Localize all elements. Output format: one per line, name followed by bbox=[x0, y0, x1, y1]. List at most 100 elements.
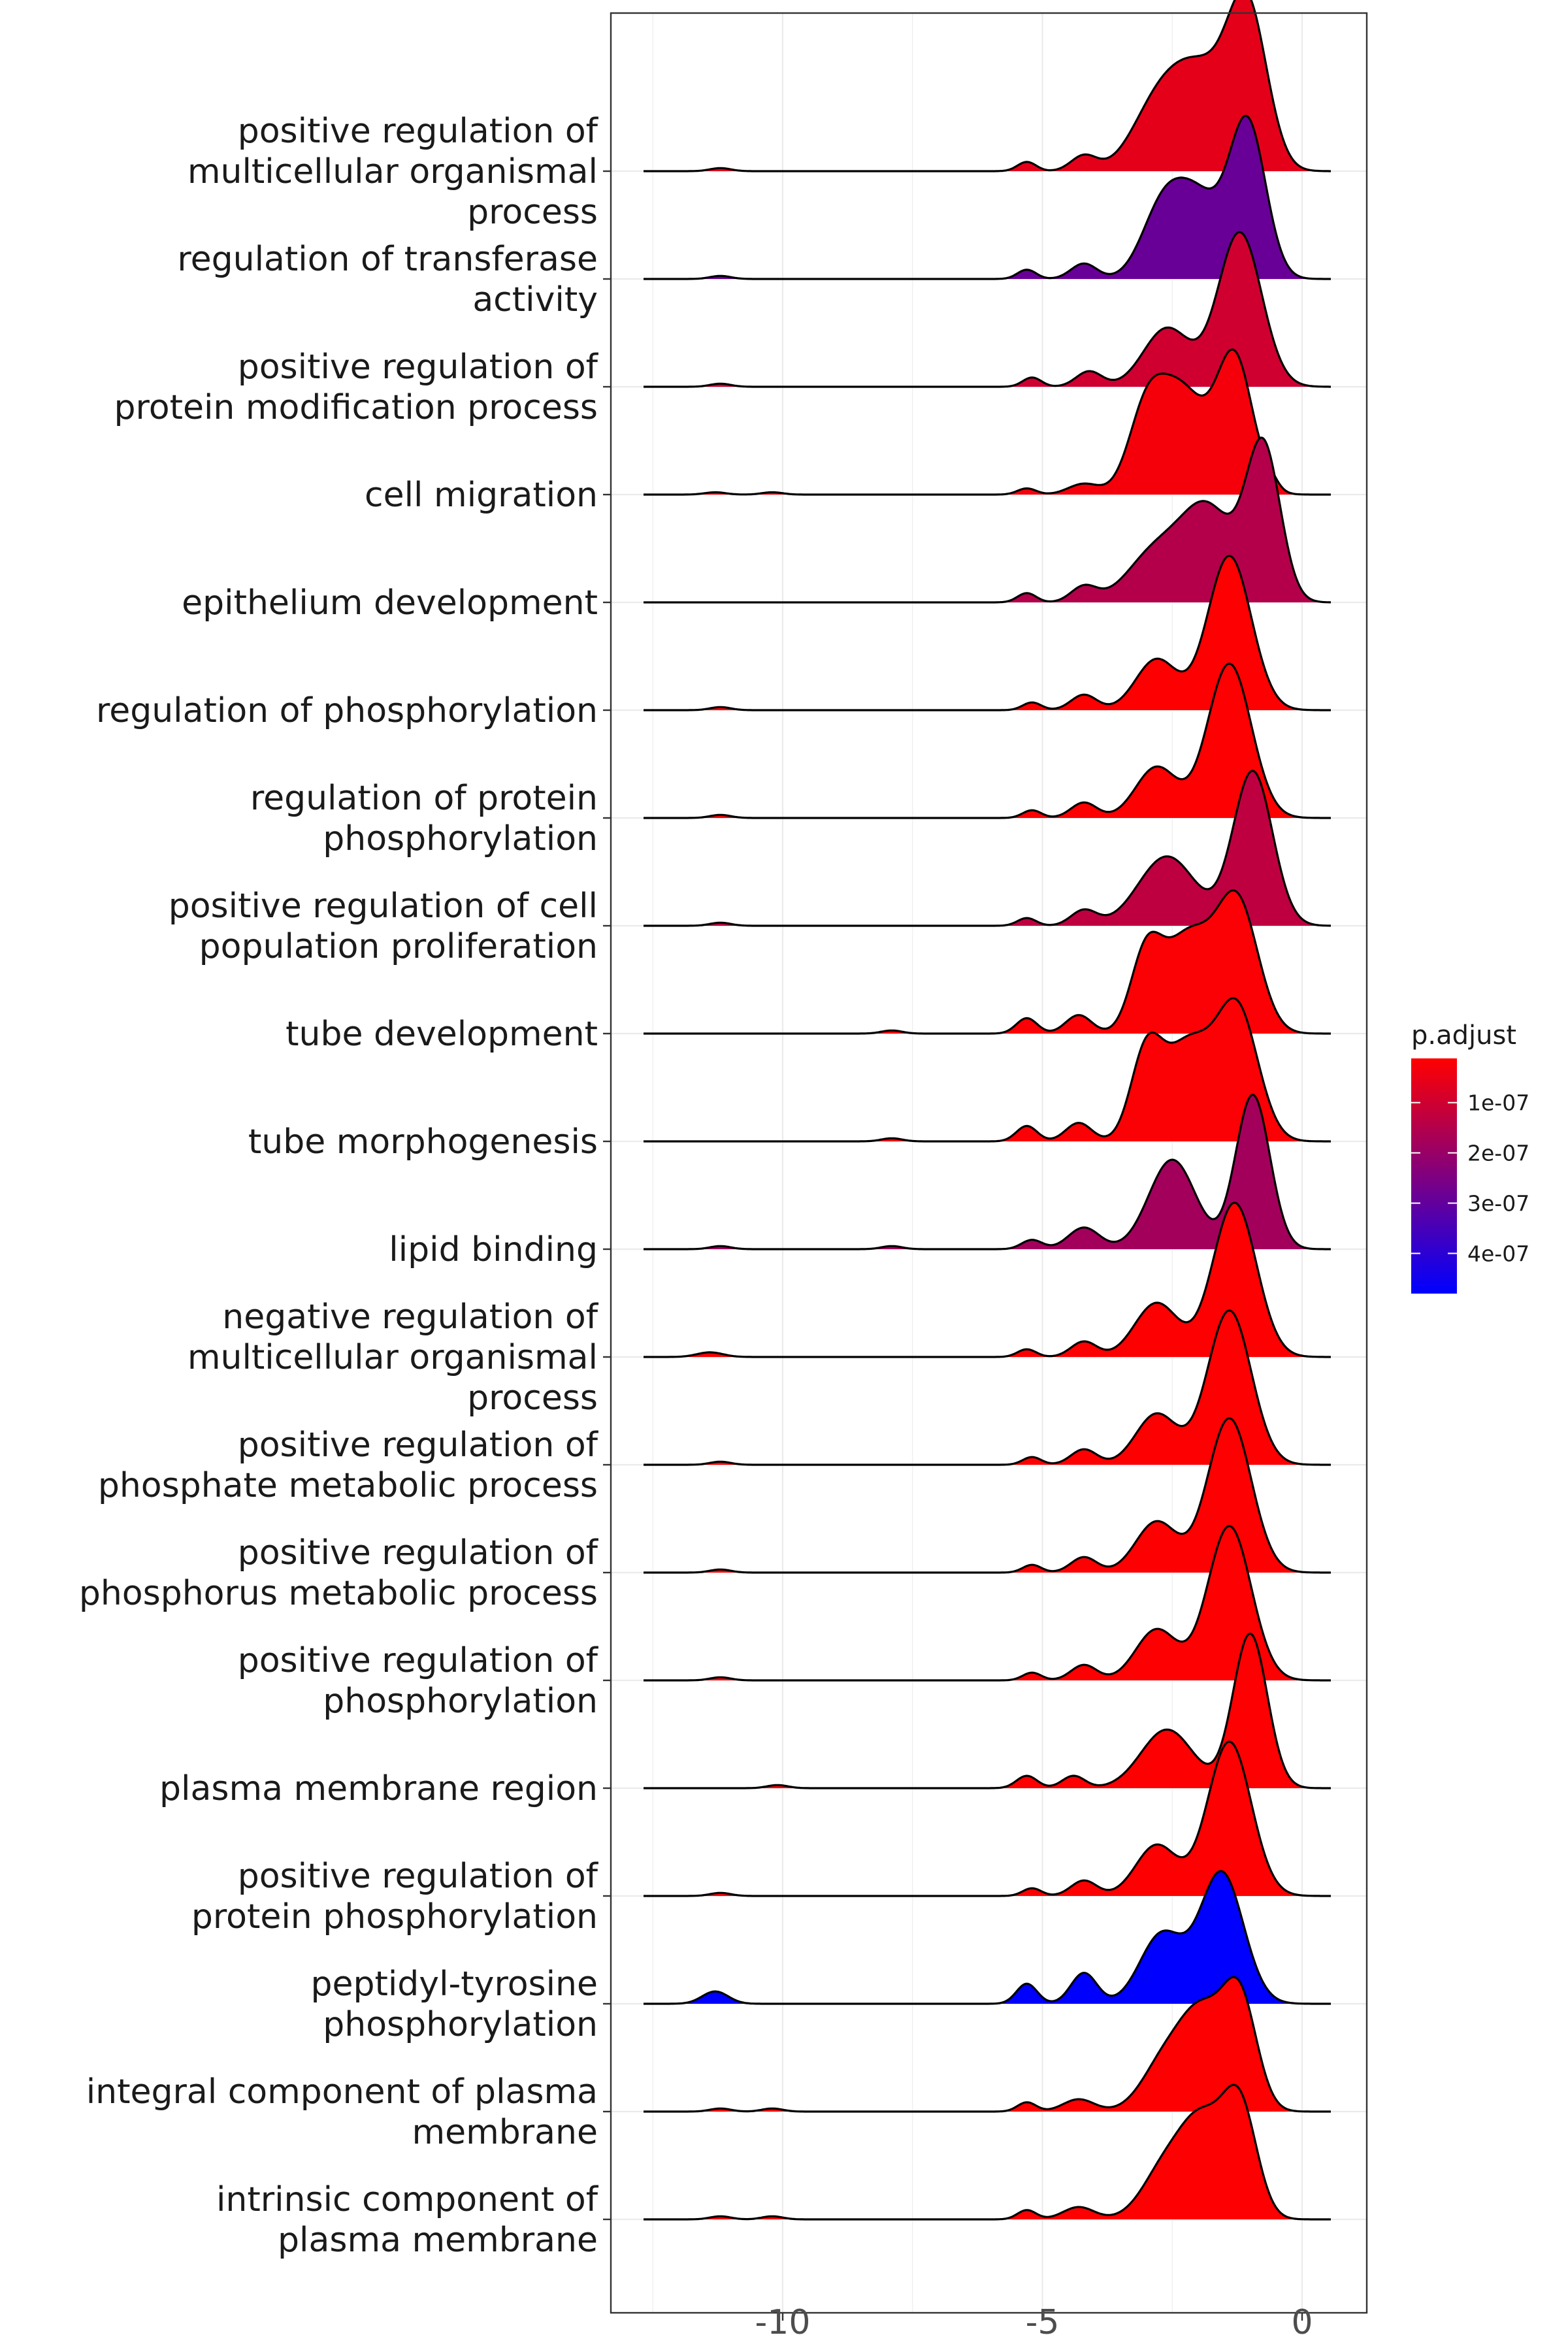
ridge-line bbox=[644, 1201, 1331, 1358]
ridge-line bbox=[644, 1870, 1331, 2005]
y-tick-label: epithelium development bbox=[182, 583, 598, 623]
ridge-fill bbox=[644, 890, 1331, 1034]
y-tick-label-line: multicellular organismal bbox=[188, 1338, 598, 1377]
y-tick-label: tube morphogenesis bbox=[248, 1122, 598, 1162]
y-tick-label: positive regulation of protein phosphoryl… bbox=[191, 1857, 599, 1936]
y-tick-label-line: positive regulation of bbox=[238, 1426, 599, 1465]
legend-tick-label: 3e-07 bbox=[1467, 1191, 1529, 1217]
legend-tick-label: 1e-07 bbox=[1467, 1090, 1529, 1116]
ridge-line bbox=[644, 1417, 1331, 1574]
ridge-line bbox=[644, 436, 1331, 604]
ridge-series bbox=[644, 0, 1331, 172]
y-tick-label: plasma membrane region bbox=[159, 1769, 598, 1808]
ridge-series bbox=[644, 1740, 1331, 1897]
x-tick-label: 0 bbox=[1291, 2303, 1313, 2342]
ridge-line bbox=[644, 1632, 1331, 1789]
ridge-series bbox=[644, 1632, 1331, 1789]
ridge-series bbox=[644, 1976, 1331, 2113]
y-tick-label-line: positive regulation of bbox=[238, 1857, 599, 1896]
y-tick-label: positive regulation of phosphate metaboli… bbox=[98, 1426, 599, 1505]
legend-tick-label: 2e-07 bbox=[1467, 1141, 1529, 1166]
ridge-series bbox=[644, 114, 1331, 280]
ridge-fill bbox=[644, 2085, 1331, 2219]
y-tick-label-line: positive regulation of bbox=[238, 348, 599, 387]
ridge-line bbox=[644, 770, 1331, 927]
y-tick-label: negative regulation of multicellular orga… bbox=[188, 1298, 599, 1418]
ridge-line bbox=[644, 348, 1331, 496]
y-tick-label-line: population proliferation bbox=[199, 927, 598, 966]
legend-title: p.adjust bbox=[1411, 1021, 1516, 1051]
ridge-fill bbox=[644, 555, 1331, 710]
ridge-line bbox=[644, 555, 1331, 711]
y-tick-label-line: cell migration bbox=[365, 476, 598, 515]
y-tick-label: regulation of transferase activity bbox=[177, 240, 598, 319]
y-tick-label: positive regulation of phosphorus metabol… bbox=[79, 1533, 599, 1613]
ridge-series bbox=[644, 1094, 1331, 1250]
plot-border bbox=[610, 12, 1368, 2314]
y-tick-label-line: regulation of phosphorylation bbox=[96, 691, 598, 730]
y-tick-label-line: phosphorylation bbox=[323, 1682, 598, 1721]
y-tick-label: peptidyl-tyrosine phosphorylation bbox=[310, 1965, 598, 2044]
y-tick-label-line: tube morphogenesis bbox=[248, 1122, 598, 1162]
y-tick-label: integral component of plasma membrane bbox=[86, 2072, 598, 2152]
ridge-fill bbox=[644, 437, 1331, 602]
x-tick-label: -10 bbox=[755, 2303, 811, 2342]
y-tick-label-line: multicellular organismal bbox=[188, 152, 598, 191]
ridge-fill bbox=[644, 998, 1331, 1141]
ridge-fill bbox=[644, 663, 1331, 818]
ridge-series bbox=[644, 889, 1331, 1035]
ridge-line bbox=[644, 889, 1331, 1035]
y-tick-label-line: process bbox=[467, 193, 598, 232]
y-tick-label: intrinsic component of plasma membrane bbox=[216, 2180, 599, 2260]
y-tick-label-line: protein phosphorylation bbox=[191, 1897, 598, 1936]
y-tick-label-line: epithelium development bbox=[182, 583, 598, 623]
y-tick-label-line: positive regulation of bbox=[238, 1641, 599, 1680]
y-tick-label-line: phosphate metabolic process bbox=[98, 1466, 598, 1505]
ridge-line bbox=[644, 114, 1331, 280]
ridge-fill bbox=[644, 350, 1331, 495]
ridge-fill bbox=[644, 1094, 1331, 1249]
y-tick-label: cell migration bbox=[365, 476, 598, 515]
ridge-line bbox=[644, 997, 1331, 1143]
y-tick-label-line: positive regulation of cell bbox=[169, 887, 598, 926]
y-tick-label: positive regulation of protein modificati… bbox=[114, 348, 599, 427]
ridge-series bbox=[644, 1870, 1331, 2005]
y-tick-label-line: negative regulation of bbox=[222, 1298, 598, 1337]
ridge-fill bbox=[644, 1310, 1331, 1465]
y-tick-label: regulation of phosphorylation bbox=[96, 691, 598, 730]
y-tick-label: positive regulation of phosphorylation bbox=[238, 1641, 599, 1721]
y-axis: positive regulation of multicellular orga… bbox=[79, 112, 611, 2260]
y-tick-label: regulation of protein phosphorylation bbox=[250, 779, 598, 858]
ridge-fill bbox=[644, 232, 1331, 387]
y-tick-label-line: plasma membrane bbox=[278, 2221, 598, 2260]
ridge-line bbox=[644, 1094, 1331, 1250]
x-axis: -10 -5 0 bbox=[755, 2303, 1313, 2342]
ridge-series bbox=[644, 770, 1331, 927]
y-tick-label-line: phosphorylation bbox=[323, 819, 598, 858]
y-tick-label-line: activity bbox=[472, 280, 598, 319]
y-tick-label-line: regulation of transferase bbox=[177, 240, 598, 279]
legend-tick-label: 4e-07 bbox=[1467, 1241, 1529, 1266]
ridge-fill bbox=[644, 1526, 1331, 1680]
ridge-series bbox=[644, 1309, 1331, 1466]
ridge-fill bbox=[644, 1870, 1331, 2004]
ridge-series bbox=[644, 231, 1331, 388]
y-tick-label-line: protein modification process bbox=[114, 388, 598, 427]
y-tick-label-line: lipid binding bbox=[389, 1230, 598, 1269]
ridges-layer bbox=[644, 0, 1331, 2221]
ridge-series bbox=[644, 555, 1331, 711]
y-tick-label-line: plasma membrane region bbox=[159, 1769, 598, 1808]
legend: p.adjust 1e-07 2e-07 3e-07 4e-07 bbox=[1411, 1021, 1529, 1294]
ridge-fill bbox=[644, 1202, 1331, 1357]
ridge-series bbox=[644, 662, 1331, 819]
y-tick-label-line: intrinsic component of bbox=[216, 2180, 599, 2219]
ridge-fill bbox=[644, 116, 1331, 279]
y-tick-label: lipid binding bbox=[389, 1230, 598, 1269]
ridge-line bbox=[644, 662, 1331, 819]
y-tick-label-line: peptidyl-tyrosine bbox=[310, 1965, 598, 2004]
legend-colorbar bbox=[1411, 1058, 1457, 1294]
y-tick-label-line: integral component of plasma bbox=[86, 2072, 598, 2112]
ridge-line bbox=[644, 1740, 1331, 1897]
ridge-line bbox=[644, 1309, 1331, 1466]
x-tick-label: -5 bbox=[1026, 2303, 1060, 2342]
